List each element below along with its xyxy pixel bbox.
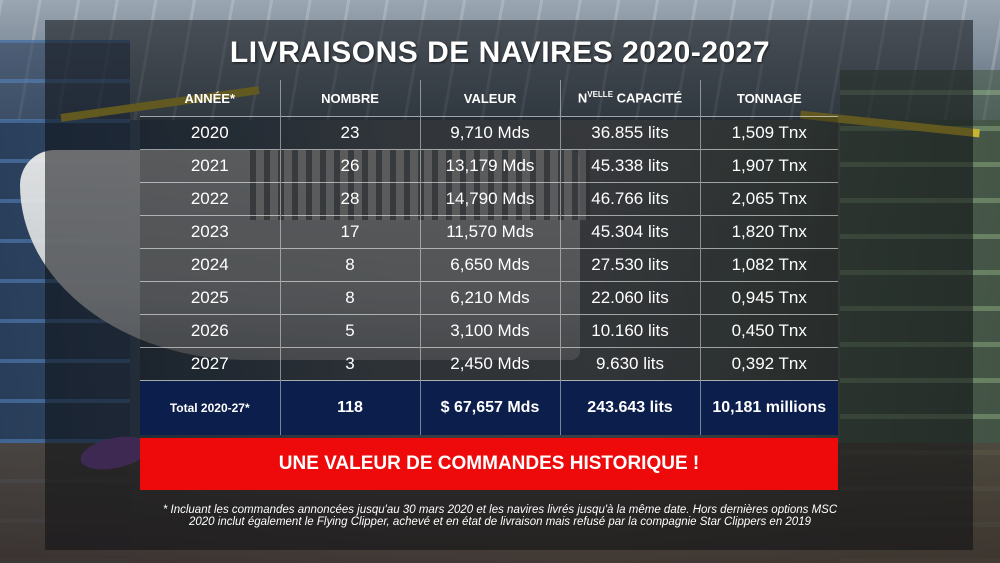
cell-tonnage: 0,450 Tnx [699,314,838,348]
cell-number: 26 [279,149,420,183]
cell-tonnage: 1,082 Tnx [699,248,838,282]
cell-tonnage: 1,509 Tnx [699,116,838,150]
header-number: NOMBRE [279,80,420,117]
cell-capacity: 27.530 lits [559,248,700,282]
header-tonnage: TONNAGE [699,80,838,117]
cell-capacity: 36.855 lits [559,116,700,150]
cell-capacity: 45.304 lits [559,215,700,249]
cell-year: 2020 [140,116,280,150]
cell-value: 6,650 Mds [419,248,560,282]
deliveries-table: ANNÉE* NOMBRE VALEUR NVELLE CAPACITÉ TON… [140,80,838,435]
cell-number: 8 [279,281,420,315]
cell-tonnage: 0,945 Tnx [699,281,838,315]
table-row: 2027 3 2,450 Mds 9.630 lits 0,392 Tnx [140,347,838,381]
table-header-row: ANNÉE* NOMBRE VALEUR NVELLE CAPACITÉ TON… [140,80,838,117]
cell-year: 2022 [140,182,280,216]
page-title: LIVRAISONS DE NAVIRES 2020-2027 [229,36,771,69]
cell-capacity: 45.338 lits [559,149,700,183]
cell-capacity: 10.160 lits [559,314,700,348]
cell-number: 8 [279,248,420,282]
total-label: Total 2020-27* [140,380,280,435]
cell-number: 3 [279,347,420,381]
cell-number: 5 [279,314,420,348]
footnote-line-1: * Incluant les commandes annoncées jusqu… [162,504,838,516]
cell-number: 28 [279,182,420,216]
cell-value: 9,710 Mds [419,116,560,150]
header-capacity-sup: VELLE [587,90,614,100]
total-tonnage: 10,181 millions [699,380,838,435]
table-row: 2021 26 13,179 Mds 45.338 lits 1,907 Tnx [140,149,838,183]
highlight-banner: UNE VALEUR DE COMMANDES HISTORIQUE ! [140,438,838,490]
header-year: ANNÉE* [184,90,236,106]
header-capacity-prefix: N [577,90,588,106]
table-row: 2025 8 6,210 Mds 22.060 lits 0,945 Tnx [140,281,838,315]
cell-capacity: 9.630 lits [559,347,700,381]
cell-year: 2021 [140,149,280,183]
cell-value: 2,450 Mds [419,347,560,381]
table-row: 2022 28 14,790 Mds 46.766 lits 2,065 Tnx [140,182,838,216]
cell-tonnage: 2,065 Tnx [699,182,838,216]
cell-value: 11,570 Mds [419,215,560,249]
total-value: $ 67,657 Mds [419,380,560,435]
header-capacity-rest: CAPACITÉ [613,90,683,106]
cell-number: 23 [279,116,420,150]
table-row: 2024 8 6,650 Mds 27.530 lits 1,082 Tnx [140,248,838,282]
total-number: 118 [279,380,420,435]
header-value: VALEUR [419,80,560,117]
cell-year: 2024 [140,248,280,282]
header-capacity: NVELLE CAPACITÉ [559,80,700,117]
footnote: * Incluant les commandes annoncées jusqu… [100,504,900,528]
table-row: 2020 23 9,710 Mds 36.855 lits 1,509 Tnx [140,116,838,150]
cell-year: 2025 [140,281,280,315]
cell-capacity: 46.766 lits [559,182,700,216]
cell-capacity: 22.060 lits [559,281,700,315]
total-capacity: 243.643 lits [559,380,700,435]
cell-value: 13,179 Mds [419,149,560,183]
cell-year: 2026 [140,314,280,348]
table-row: 2023 17 11,570 Mds 45.304 lits 1,820 Tnx [140,215,838,249]
cell-tonnage: 0,392 Tnx [699,347,838,381]
cell-year: 2023 [140,215,280,249]
cell-year: 2027 [140,347,280,381]
table-total-row: Total 2020-27* 118 $ 67,657 Mds 243.643 … [140,380,838,435]
cell-number: 17 [279,215,420,249]
cell-value: 6,210 Mds [419,281,560,315]
table-row: 2026 5 3,100 Mds 10.160 lits 0,450 Tnx [140,314,838,348]
cell-value: 14,790 Mds [419,182,560,216]
footnote-line-2: 2020 inclut également le Flying Clipper,… [189,516,811,528]
cell-value: 3,100 Mds [419,314,560,348]
cell-tonnage: 1,907 Tnx [699,149,838,183]
cell-tonnage: 1,820 Tnx [699,215,838,249]
